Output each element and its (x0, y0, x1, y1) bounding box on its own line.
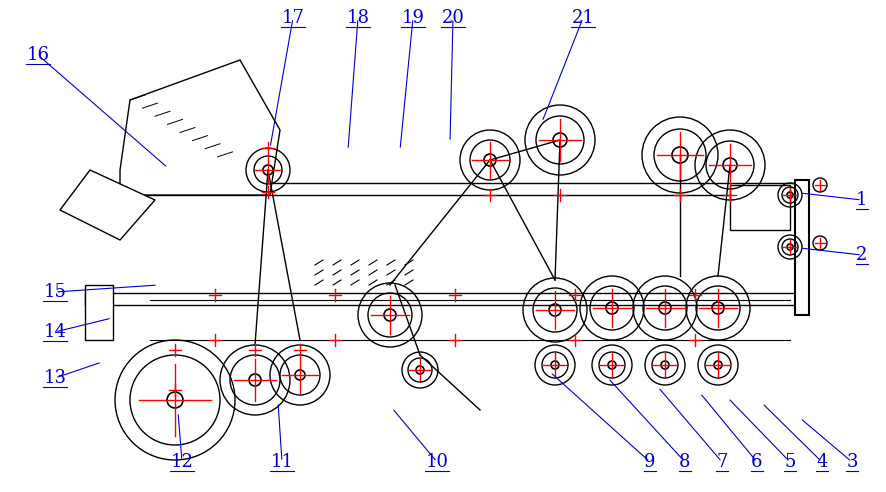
Bar (85, 293, 804, 305)
Text: 12: 12 (170, 453, 193, 471)
Text: 17: 17 (281, 9, 304, 27)
Text: 13: 13 (43, 369, 66, 387)
Bar (729, 185, 789, 230)
Text: 5: 5 (783, 453, 795, 471)
Text: 10: 10 (425, 453, 448, 471)
Text: 21: 21 (571, 9, 594, 27)
Text: 9: 9 (643, 453, 655, 471)
Bar (85, 285, 113, 340)
Polygon shape (60, 170, 155, 240)
Text: 8: 8 (679, 453, 690, 471)
Text: 20: 20 (441, 9, 464, 27)
Text: 7: 7 (716, 453, 727, 471)
Text: 15: 15 (43, 283, 66, 301)
Text: 19: 19 (401, 9, 424, 27)
Bar (794, 180, 808, 315)
Text: 4: 4 (815, 453, 827, 471)
Text: 14: 14 (43, 323, 66, 341)
Text: 11: 11 (270, 453, 293, 471)
Bar (85, 183, 804, 195)
Text: 18: 18 (346, 9, 369, 27)
Text: 3: 3 (845, 453, 857, 471)
Text: 16: 16 (27, 46, 50, 64)
Text: 2: 2 (855, 246, 867, 264)
Polygon shape (120, 60, 280, 195)
Text: 1: 1 (855, 191, 867, 209)
Text: 6: 6 (750, 453, 762, 471)
